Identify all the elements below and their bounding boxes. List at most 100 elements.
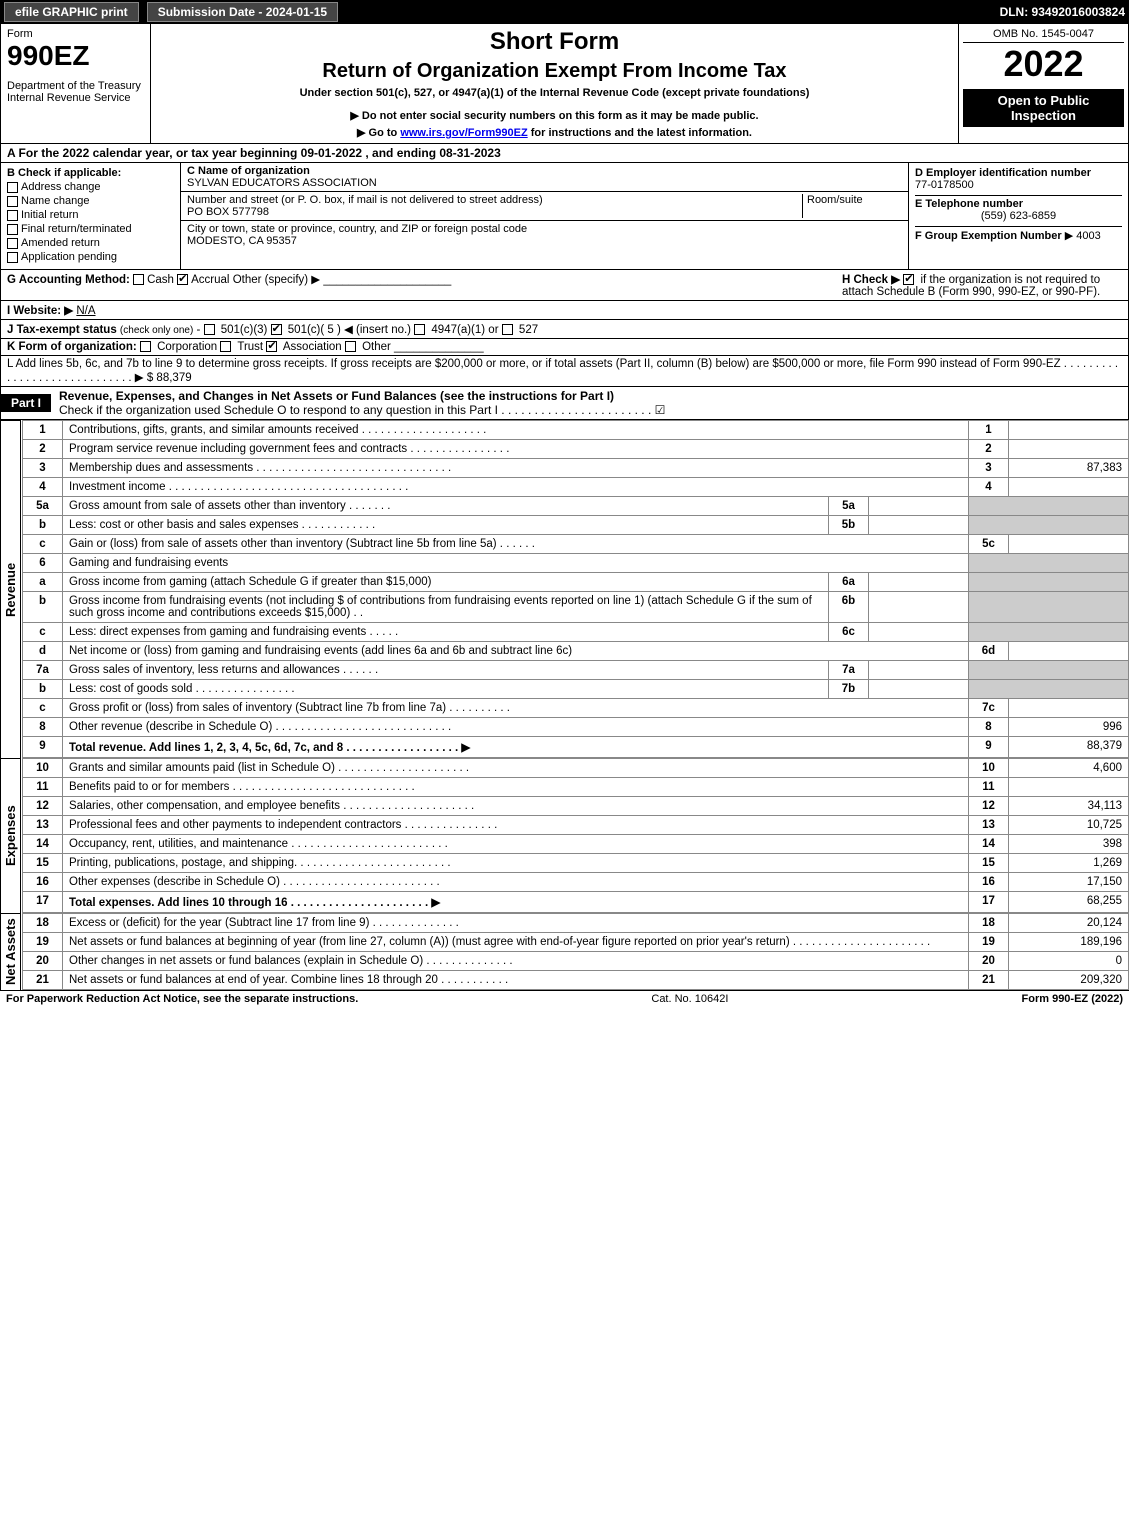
footer-paperwork: For Paperwork Reduction Act Notice, see … [6,993,358,1005]
d-ein-value: 77-0178500 [915,179,1122,191]
line-6c: cLess: direct expenses from gaming and f… [23,623,1129,642]
e-phone-value: (559) 623-6859 [915,210,1122,222]
col-def: D Employer identification number 77-0178… [908,163,1128,269]
chk-4947a1[interactable] [414,324,425,335]
form-number: 990EZ [7,40,144,72]
chk-amended-return[interactable]: Amended return [7,237,174,249]
title-short-form: Short Form [159,28,950,56]
dln-label: DLN: 93492016003824 [1000,5,1125,19]
i-label: I Website: ▶ [7,305,73,317]
org-name: SYLVAN EDUCATORS ASSOCIATION [187,177,377,189]
c-label: C Name of organization [187,165,310,177]
line-11: 11Benefits paid to or for members . . . … [23,778,1129,797]
expenses-table: 10Grants and similar amounts paid (list … [22,758,1129,913]
irs-link[interactable]: www.irs.gov/Form990EZ [400,127,527,139]
chk-501c3[interactable] [204,324,215,335]
line-10: 10Grants and similar amounts paid (list … [23,759,1129,778]
chk-association[interactable] [266,341,277,352]
g-other-label: Other (specify) ▶ [233,274,320,286]
form-header: Form 990EZ Department of the Treasury In… [0,24,1129,144]
line-5c: cGain or (loss) from sale of assets othe… [23,535,1129,554]
revenue-section: Revenue 1Contributions, gifts, grants, a… [0,420,1129,758]
omb-number: OMB No. 1545-0047 [963,28,1124,43]
chk-accrual[interactable] [177,274,188,285]
expenses-section: Expenses 10Grants and similar amounts pa… [0,758,1129,913]
chk-trust[interactable] [220,341,231,352]
line-3: 3Membership dues and assessments . . . .… [23,459,1129,478]
header-left: Form 990EZ Department of the Treasury In… [1,24,151,143]
line-5b: bLess: cost or other basis and sales exp… [23,516,1129,535]
chk-application-pending[interactable]: Application pending [7,251,174,263]
chk-527[interactable] [502,324,513,335]
title-return: Return of Organization Exempt From Incom… [159,60,950,83]
topbar: efile GRAPHIC print Submission Date - 20… [0,0,1129,24]
note-link: ▶ Go to www.irs.gov/Form990EZ for instru… [159,126,950,139]
row-a-text: A For the 2022 calendar year, or tax yea… [7,146,501,160]
line-16: 16Other expenses (describe in Schedule O… [23,873,1129,892]
f-group-label: F Group Exemption Number [915,230,1062,242]
chk-cash[interactable] [133,274,144,285]
chk-final-return[interactable]: Final return/terminated [7,223,174,235]
chk-501c[interactable] [271,324,282,335]
row-j-tax-exempt: J Tax-exempt status (check only one) - 5… [0,320,1129,339]
g-label: G Accounting Method: [7,274,130,286]
line-7c: cGross profit or (loss) from sales of in… [23,699,1129,718]
line-2: 2Program service revenue including gover… [23,440,1129,459]
col-c-org-info: C Name of organization SYLVAN EDUCATORS … [181,163,908,269]
efile-print-button[interactable]: efile GRAPHIC print [4,2,139,22]
row-g-h: G Accounting Method: Cash Accrual Other … [0,270,1129,301]
part-1-tag: Part I [1,394,51,412]
line-13: 13Professional fees and other payments t… [23,816,1129,835]
h-label: H Check ▶ [842,274,900,286]
f-group-value: ▶ 4003 [1065,230,1101,242]
net-assets-vlabel: Net Assets [0,913,21,990]
line-20: 20Other changes in net assets or fund ba… [23,952,1129,971]
chk-address-change[interactable]: Address change [7,181,174,193]
line-1: 1Contributions, gifts, grants, and simil… [23,421,1129,440]
dept-treasury: Department of the Treasury [7,80,144,92]
line-7b: bLess: cost of goods sold . . . . . . . … [23,680,1129,699]
city-label: City or town, state or province, country… [187,223,527,235]
row-a-tax-year: A For the 2022 calendar year, or tax yea… [0,144,1129,163]
page-footer: For Paperwork Reduction Act Notice, see … [0,990,1129,1007]
line-15: 15Printing, publications, postage, and s… [23,854,1129,873]
row-l-gross-receipts: L Add lines 5b, 6c, and 7b to line 9 to … [0,356,1129,387]
line-5a: 5aGross amount from sale of assets other… [23,497,1129,516]
line-7a: 7aGross sales of inventory, less returns… [23,661,1129,680]
line-8: 8Other revenue (describe in Schedule O) … [23,718,1129,737]
submission-date-button[interactable]: Submission Date - 2024-01-15 [147,2,338,22]
revenue-table: 1Contributions, gifts, grants, and simil… [22,420,1129,758]
header-right: OMB No. 1545-0047 2022 Open to Public In… [958,24,1128,143]
footer-catalog: Cat. No. 10642I [651,993,728,1005]
part-1-check: Check if the organization used Schedule … [59,403,665,417]
line-14: 14Occupancy, rent, utilities, and mainte… [23,835,1129,854]
d-ein-label: D Employer identification number [915,167,1122,179]
chk-other-org[interactable] [345,341,356,352]
tax-year: 2022 [963,43,1124,85]
line-4: 4Investment income . . . . . . . . . . .… [23,478,1129,497]
line-18: 18Excess or (deficit) for the year (Subt… [23,914,1129,933]
expenses-vlabel: Expenses [0,758,21,913]
line-6: 6Gaming and fundraising events [23,554,1129,573]
open-to-public: Open to Public Inspection [963,89,1124,127]
note-ssn: ▶ Do not enter social security numbers o… [159,109,950,122]
line-17: 17Total expenses. Add lines 10 through 1… [23,892,1129,913]
chk-h-schedule-b[interactable] [903,274,914,285]
dept-irs: Internal Revenue Service [7,92,144,104]
col-b-checkboxes: B Check if applicable: Address change Na… [1,163,181,269]
chk-name-change[interactable]: Name change [7,195,174,207]
b-title: B Check if applicable: [7,167,174,179]
header-mid: Short Form Return of Organization Exempt… [151,24,958,143]
revenue-vlabel: Revenue [0,420,21,758]
chk-corporation[interactable] [140,341,151,352]
chk-initial-return[interactable]: Initial return [7,209,174,221]
org-city: MODESTO, CA 95357 [187,235,297,247]
org-address: PO BOX 577798 [187,206,269,218]
subtitle: Under section 501(c), 527, or 4947(a)(1)… [159,87,950,99]
line-9: 9Total revenue. Add lines 1, 2, 3, 4, 5c… [23,737,1129,758]
part-1-title: Revenue, Expenses, and Changes in Net As… [59,389,614,403]
line-6a: aGross income from gaming (attach Schedu… [23,573,1129,592]
net-assets-table: 18Excess or (deficit) for the year (Subt… [22,913,1129,990]
row-i-website: I Website: ▶ N/A [0,301,1129,320]
room-suite-label: Room/suite [802,194,902,218]
